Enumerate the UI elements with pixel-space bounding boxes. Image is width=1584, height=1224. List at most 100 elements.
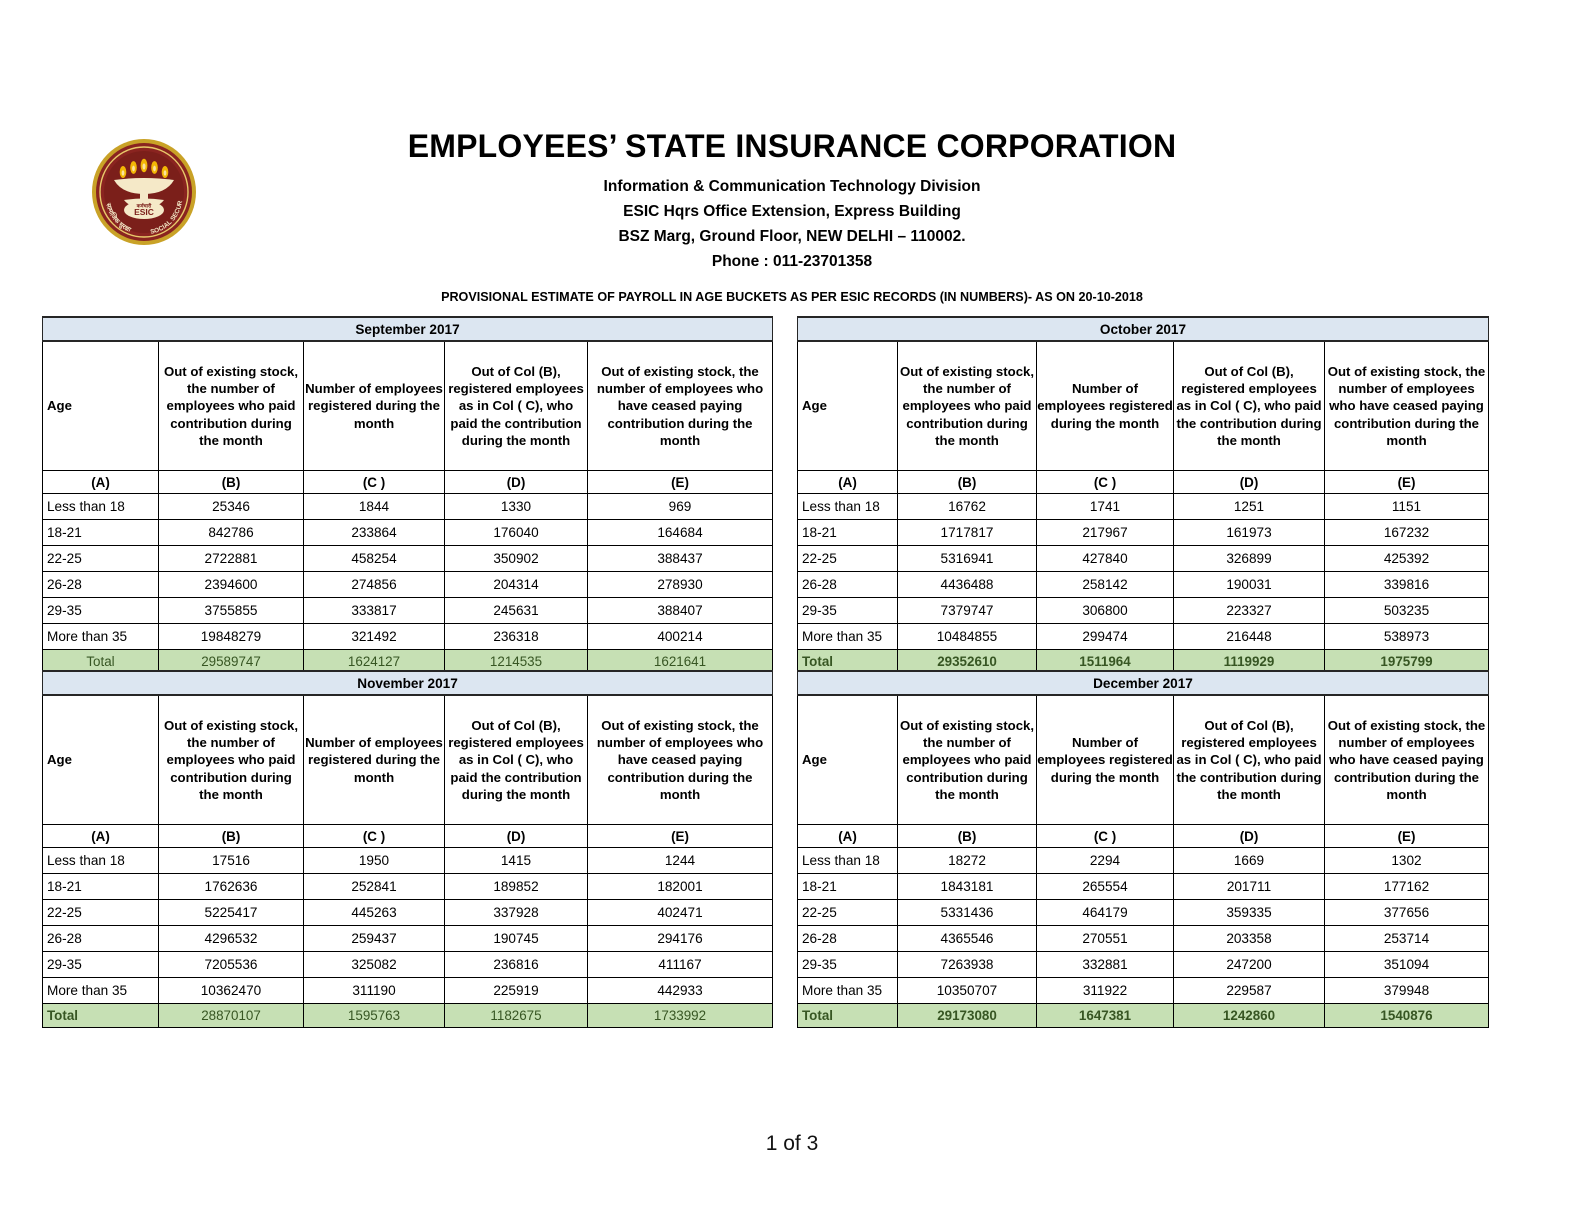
cell-value: 10484855 [897,623,1037,650]
cell-value: 176040 [444,519,588,546]
cell-age: More than 35 [797,977,898,1004]
cell-value: 503235 [1324,597,1489,624]
cell-value: 19848279 [158,623,304,650]
cell-value: 1151 [1324,493,1489,520]
table-header-row: Age Out of existing stock, the number of … [42,340,773,471]
cell-value: 842786 [158,519,304,546]
cell-age: More than 35 [42,977,159,1004]
cell-value: 1669 [1173,847,1325,874]
column-gap [773,670,797,1028]
document-header: कर्मचारी ESIC सामाजिक सुरक्षा SOCIAL SEC… [0,0,1584,270]
cell-value: 7205536 [158,951,304,978]
total-value: 1540876 [1324,1003,1489,1028]
total-value: 1647381 [1036,1003,1174,1028]
column-code: (D) [1173,824,1325,848]
cell-value: 5331436 [897,899,1037,926]
table-row: 29-35 7205536 325082 236816 411167 [42,951,773,978]
column-code: (B) [897,824,1037,848]
cell-value: 442933 [587,977,773,1004]
cell-value: 464179 [1036,899,1174,926]
cell-value: 236318 [444,623,588,650]
cell-age: 18-21 [42,873,159,900]
cell-value: 190745 [444,925,588,952]
cell-value: 400214 [587,623,773,650]
cell-value: 299474 [1036,623,1174,650]
total-value: 1624127 [303,649,445,674]
total-value: 1511964 [1036,649,1174,674]
column-gap [773,316,797,674]
cell-value: 225919 [444,977,588,1004]
column-code: (C ) [303,824,445,848]
month-band-label: November 2017 [42,670,773,696]
cell-value: 411167 [587,951,773,978]
cell-value: 326899 [1173,545,1325,572]
cell-value: 1762636 [158,873,304,900]
payroll-table-october: October 2017 Age Out of existing stock, th… [797,316,1489,674]
total-value: 1182675 [444,1003,588,1028]
column-code: (E) [1324,824,1489,848]
header-col-c: Number of employees registered during th… [303,340,445,471]
total-value: 1733992 [587,1003,773,1028]
cell-value: 1843181 [897,873,1037,900]
cell-age: Less than 18 [797,493,898,520]
cell-value: 203358 [1173,925,1325,952]
cell-value: 351094 [1324,951,1489,978]
table-row: 22-25 2722881 458254 350902 388437 [42,545,773,572]
table-container-november: November 2017 Age Out of existing stock, t… [42,670,773,1028]
header-col-e: Out of existing stock, the number of emp… [1324,340,1489,471]
cell-value: 359335 [1173,899,1325,926]
header-age: Age [42,340,159,471]
cell-value: 217967 [1036,519,1174,546]
table-total-row: Total 29352610 1511964 1119929 1975799 [797,649,1489,674]
table-total-row: Total 29173080 1647381 1242860 1540876 [797,1003,1489,1028]
table-row: More than 35 10350707 311922 229587 379948 [797,977,1489,1004]
cell-value: 177162 [1324,873,1489,900]
header-col-e: Out of existing stock, the number of emp… [587,340,773,471]
cell-age: Less than 18 [42,847,159,874]
table-total-row: Total 28870107 1595763 1182675 1733992 [42,1003,773,1028]
cell-value: 167232 [1324,519,1489,546]
table-header-row: Age Out of existing stock, the number of … [797,694,1489,825]
month-band-label: October 2017 [797,316,1489,342]
page-number: 1 of 3 [765,1132,819,1155]
title-block: EMPLOYEES’ STATE INSURANCE CORPORATION I… [0,128,1584,274]
header-col-c: Number of employees registered during th… [303,694,445,825]
month-band-label: September 2017 [42,316,773,342]
column-code: (B) [897,470,1037,494]
cell-value: 1302 [1324,847,1489,874]
cell-age: More than 35 [797,623,898,650]
cell-age: 29-35 [797,951,898,978]
table-row: 29-35 7263938 332881 247200 351094 [797,951,1489,978]
header-line-1: Information & Communication Technology D… [603,178,981,195]
tables-row-bottom: November 2017 Age Out of existing stock, t… [42,670,1489,1028]
cell-value: 245631 [444,597,588,624]
table-header-row: Age Out of existing stock, the number of … [797,340,1489,471]
total-label: Total [42,1003,159,1028]
table-row: 29-35 3755855 333817 245631 388407 [42,597,773,624]
cell-value: 216448 [1173,623,1325,650]
table-row: 26-28 2394600 274856 204314 278930 [42,571,773,598]
table-row: 18-21 842786 233864 176040 164684 [42,519,773,546]
total-value: 29352610 [897,649,1037,674]
report-caption: PROVISIONAL ESTIMATE OF PAYROLL IN AGE B… [441,290,1143,304]
cell-value: 379948 [1324,977,1489,1004]
header-col-d: Out of Col (B), registered employees as … [1173,340,1325,471]
table-row: Less than 18 17516 1950 1415 1244 [42,847,773,874]
cell-value: 377656 [1324,899,1489,926]
cell-value: 182001 [587,873,773,900]
total-value: 29173080 [897,1003,1037,1028]
cell-age: 18-21 [797,873,898,900]
column-code: (E) [587,824,773,848]
header-phone: Phone : 011-23701358 [711,253,873,271]
cell-value: 7263938 [897,951,1037,978]
table-row: 18-21 1843181 265554 201711 177162 [797,873,1489,900]
header-line-2: ESIC Hqrs Office Extension, Express Buil… [623,203,961,221]
total-value: 28870107 [158,1003,304,1028]
cell-value: 2294 [1036,847,1174,874]
cell-value: 270551 [1036,925,1174,952]
payroll-table-december: December 2017 Age Out of existing stock, t… [797,670,1489,1028]
column-code: (D) [444,824,588,848]
column-code: (D) [1173,470,1325,494]
cell-value: 236816 [444,951,588,978]
cell-age: 26-28 [42,925,159,952]
